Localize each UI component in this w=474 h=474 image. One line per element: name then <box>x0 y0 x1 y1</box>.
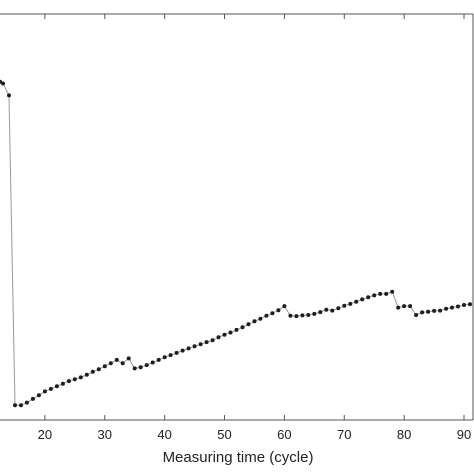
data-point <box>30 396 35 401</box>
data-point <box>426 309 431 314</box>
data-point <box>438 308 443 313</box>
data-point <box>324 307 329 312</box>
data-point <box>354 299 359 304</box>
data-point <box>456 304 460 309</box>
data-point <box>294 314 299 319</box>
data-point <box>60 381 65 386</box>
data-point <box>462 303 466 307</box>
data-point <box>192 344 197 349</box>
data-point <box>264 313 269 318</box>
data-point <box>78 375 83 380</box>
data-point <box>126 356 131 361</box>
data-point <box>432 308 437 313</box>
data-point <box>42 389 47 394</box>
data-point <box>174 350 179 355</box>
x-tick-label-50: 50 <box>217 427 231 442</box>
data-point <box>96 367 101 372</box>
x-tick-label-20: 20 <box>38 427 52 442</box>
data-point <box>66 379 71 384</box>
x-tick-label-30: 30 <box>98 427 112 442</box>
data-point <box>390 289 395 294</box>
data-point <box>180 348 185 353</box>
data-point <box>408 304 413 309</box>
data-point <box>336 306 341 311</box>
data-point <box>372 293 377 298</box>
data-point <box>13 403 17 408</box>
data-point <box>468 302 472 307</box>
data-point <box>342 303 347 308</box>
data-point <box>330 308 335 313</box>
data-point <box>246 322 251 327</box>
x-tick-label-80: 80 <box>397 427 411 442</box>
data-point <box>420 310 425 315</box>
x-tick-label-40: 40 <box>157 427 171 442</box>
data-point <box>102 364 107 369</box>
x-tick-label-90: 90 <box>457 427 471 442</box>
data-point <box>108 361 113 366</box>
data-point <box>24 400 29 405</box>
data-point <box>360 297 365 302</box>
data-point <box>138 365 143 370</box>
series-line-0 <box>0 81 471 406</box>
data-point <box>258 316 263 321</box>
x-axis-title: Measuring time (cycle) <box>163 449 314 466</box>
data-point <box>198 342 203 347</box>
data-point <box>300 313 305 318</box>
data-point <box>276 308 281 313</box>
data-point <box>120 361 125 366</box>
data-point <box>156 357 161 362</box>
data-point <box>312 311 317 316</box>
data-point <box>252 319 257 324</box>
data-point <box>240 325 245 330</box>
data-point <box>48 386 53 391</box>
data-point <box>144 363 149 368</box>
data-point <box>444 306 449 311</box>
data-point <box>318 310 323 315</box>
data-point <box>36 393 41 398</box>
data-point <box>114 357 119 362</box>
data-point <box>288 313 293 318</box>
data-point <box>19 403 23 408</box>
data-point <box>384 291 389 296</box>
data-point <box>162 355 167 360</box>
data-point <box>84 372 89 377</box>
data-point <box>150 360 155 365</box>
data-point <box>216 335 221 340</box>
data-point <box>366 295 371 300</box>
x-tick-label-70: 70 <box>337 427 351 442</box>
data-point <box>54 384 59 389</box>
data-point <box>282 304 287 309</box>
data-point <box>90 369 95 374</box>
data-point <box>168 353 173 358</box>
data-point <box>378 291 383 296</box>
data-point <box>222 332 227 337</box>
data-point <box>234 327 239 332</box>
data-point <box>450 305 454 310</box>
data-point <box>132 366 137 371</box>
data-point <box>186 346 191 351</box>
data-point <box>1 81 5 86</box>
data-point <box>7 93 11 98</box>
data-point <box>306 313 311 317</box>
data-point <box>270 311 275 316</box>
data-point <box>414 313 419 317</box>
data-point <box>72 377 77 382</box>
x-tick-label-60: 60 <box>277 427 291 442</box>
data-point <box>210 338 215 343</box>
data-point <box>402 304 407 309</box>
data-point <box>204 340 209 345</box>
data-point <box>396 305 401 310</box>
data-point <box>348 301 353 306</box>
data-point <box>228 330 233 335</box>
